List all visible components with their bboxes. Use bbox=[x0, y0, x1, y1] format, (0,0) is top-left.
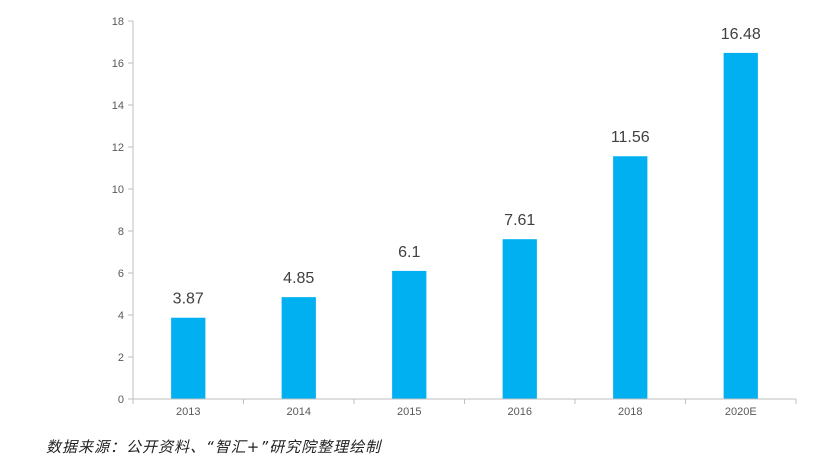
y-tick-label: 12 bbox=[112, 142, 124, 154]
bar-2018 bbox=[613, 156, 648, 399]
y-axis: 0 2 4 6 8 10 12 14 16 18 bbox=[112, 16, 134, 406]
bar-2020E bbox=[723, 52, 758, 400]
y-tick-label: 2 bbox=[118, 352, 124, 364]
bars-group bbox=[171, 52, 758, 400]
y-tick-label: 14 bbox=[112, 100, 124, 112]
data-label-2014: 4.85 bbox=[283, 270, 314, 287]
data-label-2013: 3.87 bbox=[173, 291, 204, 308]
bar-chart: 0 2 4 6 8 10 12 14 16 18 3.87 4.85 6.1 7.61 11.56 16.4… bbox=[112, 16, 797, 418]
y-tick-label: 8 bbox=[118, 226, 124, 238]
data-label-2015: 6.1 bbox=[398, 244, 420, 261]
bar-2013 bbox=[171, 317, 206, 399]
y-tick-label: 0 bbox=[118, 394, 124, 406]
y-tick-label: 18 bbox=[112, 16, 124, 28]
y-tick-label: 10 bbox=[112, 184, 124, 196]
x-axis: 2013 2014 2015 2016 2018 2020E bbox=[132, 398, 797, 418]
x-tick-label-2014: 2014 bbox=[287, 406, 311, 418]
x-tick-label-2016: 2016 bbox=[508, 406, 532, 418]
bar-2014 bbox=[281, 297, 316, 399]
x-tick-label-2013: 2013 bbox=[176, 406, 200, 418]
data-label-2018: 11.56 bbox=[611, 129, 650, 146]
x-tick-label-2020E: 2020E bbox=[725, 406, 757, 418]
y-tick-label: 16 bbox=[112, 58, 124, 70]
bar-2015 bbox=[392, 270, 427, 399]
x-tick-label-2015: 2015 bbox=[397, 406, 421, 418]
bar-2016 bbox=[502, 239, 537, 399]
x-tick-label-2018: 2018 bbox=[618, 406, 642, 418]
source-note: 数据来源：公开资料、“智汇+”研究院整理绘制 bbox=[46, 438, 382, 456]
data-label-2020E: 16.48 bbox=[721, 26, 761, 43]
data-labels-group: 3.87 4.85 6.1 7.61 11.56 16.48 bbox=[173, 26, 761, 308]
y-tick-label: 6 bbox=[118, 268, 124, 280]
y-tick-label: 4 bbox=[118, 310, 124, 322]
data-label-2016: 7.61 bbox=[504, 212, 535, 229]
